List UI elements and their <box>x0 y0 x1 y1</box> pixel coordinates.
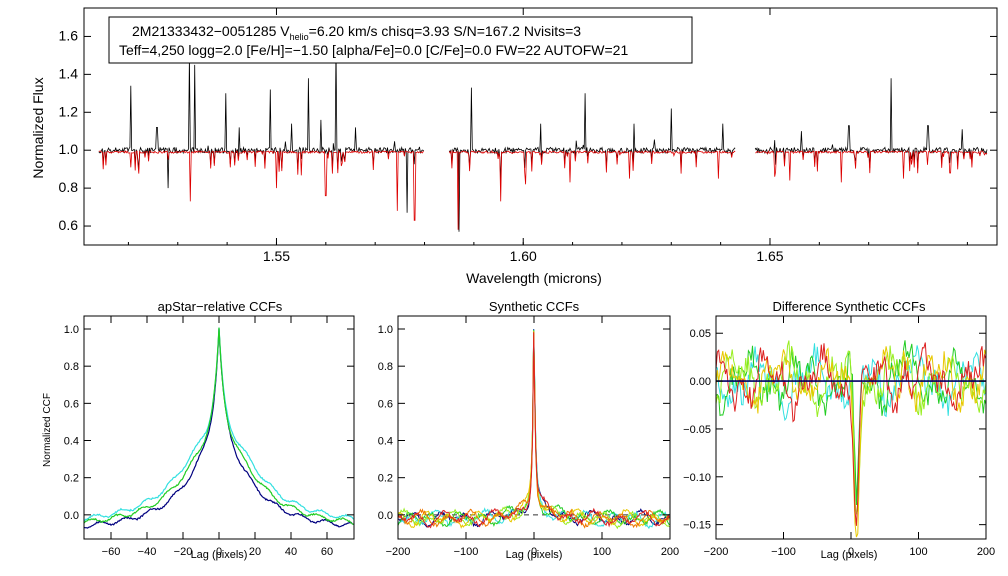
apstar-ccf-series-line <box>83 327 355 522</box>
synthetic-ccf-ytick-label: 0.6 <box>378 398 393 410</box>
synthetic-ccf-xtick-label: −200 <box>386 546 411 558</box>
spectrum-ytick-label: 1.4 <box>59 65 79 81</box>
synthetic-ccf-xtick-label: 100 <box>593 546 611 558</box>
model-spectrum-line <box>755 149 988 183</box>
synthetic-ccf-xtick-label: 0 <box>531 546 537 558</box>
spectrum-ticks: 1.55 1.60 1.65 0.6 0.8 1.0 1.2 1.4 1.6 <box>59 8 997 264</box>
synthetic-ccf-ytick-label: 0.2 <box>378 473 393 485</box>
synthetic-ccf-xtick-label: −100 <box>454 546 479 558</box>
apstar-ccf-xtick-label: 40 <box>285 546 297 558</box>
spectrum-xlabel: Wavelength (microns) <box>466 270 602 286</box>
apstar-ccf-series-line <box>83 327 355 525</box>
difference-ccf-xtick-label: 0 <box>848 546 854 558</box>
apstar-ccf-traces <box>83 327 355 529</box>
spectrum-ytick-label: 0.8 <box>59 179 79 195</box>
spectrum-ytick-label: 1.2 <box>59 103 79 119</box>
difference-ccf-ytick-label: 0.05 <box>690 328 711 340</box>
apstar-ccf-xtick-label: 60 <box>321 546 333 558</box>
apstar-ccf-ticks: −60 −40 −20 0 20 40 60 0.0 0.2 0.4 0.6 0.8 1.0 <box>64 316 354 558</box>
observed-spectrum-line <box>448 87 736 232</box>
synthetic-ccf-ytick-label: 1.0 <box>378 324 393 336</box>
spectrum-annotation-line2: Teff=4,250 logg=2.0 [Fe/H]=−1.50 [alpha/… <box>119 42 628 58</box>
difference-ccf-frame <box>715 315 987 540</box>
apstar-ccf-xtick-label: 0 <box>216 546 222 558</box>
synthetic-ccf-xtick-label: 200 <box>661 546 679 558</box>
synthetic-ccf-title: Synthetic CCFs <box>489 299 580 314</box>
synthetic-ccf-ytick-label: 0.0 <box>378 510 393 522</box>
difference-ccf-xtick-label: −200 <box>704 546 729 558</box>
spectrum-ytick-label: 1.0 <box>59 141 79 157</box>
synthetic-ccf-panel: Synthetic CCFs −200 −100 0 100 200 0.0 0.2 0.4 0… <box>378 299 679 561</box>
model-spectrum-line <box>448 150 736 230</box>
synthetic-ccf-traces <box>397 328 670 530</box>
apstar-ccf-frame <box>83 315 355 540</box>
synthetic-ccf-ytick-label: 0.4 <box>378 436 393 448</box>
synthetic-ccf-ytick-label: 0.8 <box>378 361 393 373</box>
apstar-ccf-panel: apStar−relative CCFs −60 −40 −20 0 20 40 60 0.0… <box>42 299 355 561</box>
spectrum-xtick-label: 1.60 <box>510 248 537 264</box>
difference-ccf-xtick-label: 100 <box>909 546 927 558</box>
spectrum-ytick-label: 0.6 <box>59 217 79 233</box>
difference-ccf-ticks: −200 −100 0 100 200 0.05 0.00 −0.05 −0.10 −0.15 <box>683 316 995 558</box>
synthetic-ccf-series-line <box>397 331 670 529</box>
apstar-ccf-ytick-label: 0.2 <box>64 473 79 485</box>
apstar-ccf-ytick-label: 0.8 <box>64 361 79 373</box>
difference-ccf-xtick-label: 200 <box>977 546 995 558</box>
synthetic-ccf-series-line <box>397 330 670 528</box>
synthetic-ccf-xlabel: Lag (pixels) <box>506 549 563 561</box>
spectrum-annotation-box <box>108 16 693 64</box>
synthetic-ccf-series-line <box>397 331 670 529</box>
difference-ccf-title: Difference Synthetic CCFs <box>773 299 926 314</box>
apstar-ccf-title: apStar−relative CCFs <box>158 299 283 314</box>
difference-ccf-series-line <box>715 346 987 538</box>
apstar-ccf-xlabel: Lag (pixels) <box>191 549 248 561</box>
observed-spectrum-line <box>754 78 988 169</box>
annotation-star-prefix: 2M21333432−0051285 V <box>132 23 290 39</box>
spectrum-ylabel: Normalized Flux <box>30 77 46 178</box>
spectrum-annotation-line1: 2M21333432−0051285 Vhelio=6.20 km/s chis… <box>132 23 581 42</box>
apstar-ccf-ytick-label: 0.0 <box>64 510 79 522</box>
difference-ccf-xtick-label: −100 <box>771 546 796 558</box>
apstar-ccf-ylabel: Normalized CCF <box>42 393 53 467</box>
apstar-ccf-ytick-label: 1.0 <box>64 324 79 336</box>
difference-ccf-ytick-label: −0.15 <box>683 520 711 532</box>
difference-ccf-traces <box>715 340 987 538</box>
annotation-star-stats: =6.20 km/s chisq=3.93 S/N=167.2 Nvisits=… <box>309 23 582 39</box>
synthetic-ccf-series-line <box>397 332 670 529</box>
spectrum-xtick-label: 1.65 <box>756 248 783 264</box>
apstar-ccf-ytick-label: 0.4 <box>64 436 79 448</box>
synthetic-ccf-series-line <box>397 330 670 530</box>
spectrum-ytick-label: 1.6 <box>59 27 79 43</box>
difference-ccf-panel: Difference Synthetic CCFs −200 −100 0 100 20… <box>683 299 995 561</box>
apstar-ccf-ytick-label: 0.6 <box>64 398 79 410</box>
model-spectrum-line <box>98 149 425 221</box>
apstar-ccf-xtick-label: −40 <box>138 546 157 558</box>
annotation-helio-subscript: helio <box>290 32 309 42</box>
spectrum-panel: 1.55 1.60 1.65 0.6 0.8 1.0 1.2 1.4 1.6 2M2133343… <box>30 7 998 286</box>
apstar-ccf-xtick-label: −20 <box>174 546 193 558</box>
spectrum-plot-frame <box>83 7 998 246</box>
difference-ccf-series-line <box>715 342 987 526</box>
difference-ccf-ytick-label: 0.00 <box>690 376 711 388</box>
apstar-ccf-series-line <box>83 328 354 529</box>
spectrum-xtick-label: 1.55 <box>263 248 290 264</box>
apstar-ccf-xtick-label: 20 <box>249 546 261 558</box>
apstar-ccf-xtick-label: −60 <box>102 546 121 558</box>
difference-ccf-ytick-label: −0.05 <box>683 424 711 436</box>
synthetic-ccf-ticks: −200 −100 0 100 200 0.0 0.2 0.4 0.6 0.8 1.0 <box>378 316 679 558</box>
observed-spectrum-line <box>98 45 425 213</box>
synthetic-ccf-frame <box>397 315 671 540</box>
difference-ccf-ytick-label: −0.10 <box>683 472 711 484</box>
difference-ccf-series-line <box>715 343 987 502</box>
spectrum-traces <box>98 45 988 232</box>
difference-ccf-xlabel: Lag (pixels) <box>821 549 878 561</box>
